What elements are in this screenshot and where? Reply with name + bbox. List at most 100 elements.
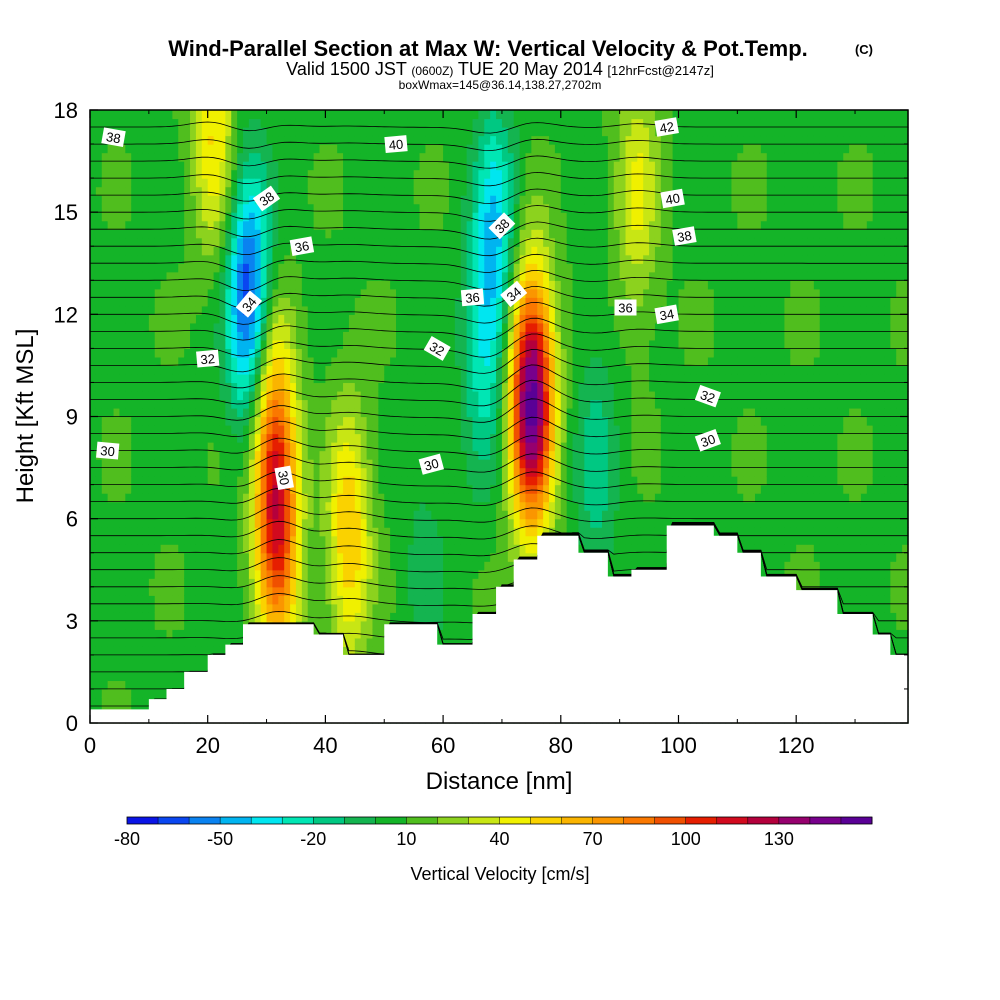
- velocity-cell: [295, 493, 303, 503]
- velocity-cell: [301, 416, 309, 426]
- velocity-cell: [343, 518, 350, 528]
- velocity-cell: [390, 331, 397, 341]
- velocity-cell: [166, 569, 173, 579]
- velocity-cell: [190, 339, 197, 349]
- velocity-cell: [331, 399, 338, 409]
- velocity-cell: [107, 586, 115, 596]
- velocity-cell: [131, 527, 138, 537]
- velocity-cell: [166, 663, 173, 673]
- velocity-cell: [278, 280, 285, 290]
- velocity-cell: [137, 118, 144, 128]
- velocity-cell: [225, 212, 232, 222]
- velocity-cell: [131, 603, 138, 613]
- velocity-cell: [348, 212, 356, 222]
- velocity-cell: [490, 578, 497, 588]
- velocity-cell: [413, 569, 421, 579]
- velocity-cell: [178, 390, 185, 401]
- velocity-cell: [343, 195, 350, 205]
- velocity-cell: [266, 535, 274, 545]
- velocity-cell: [166, 237, 173, 247]
- velocity-cell: [360, 297, 368, 307]
- velocity-cell: [295, 382, 303, 392]
- velocity-cell: [307, 118, 315, 128]
- velocity-cell: [307, 484, 315, 494]
- velocity-cell: [484, 195, 491, 205]
- velocity-cell: [213, 595, 221, 605]
- velocity-cell: [295, 425, 303, 435]
- velocity-cell: [142, 144, 150, 154]
- velocity-cell: [225, 501, 232, 511]
- velocity-cell: [407, 535, 415, 545]
- velocity-cell: [95, 671, 103, 682]
- velocity-cell: [160, 433, 168, 443]
- velocity-cell: [343, 339, 350, 349]
- velocity-cell: [307, 178, 315, 188]
- velocity-cell: [360, 212, 368, 222]
- velocity-cell: [337, 263, 344, 273]
- velocity-cell: [225, 382, 232, 392]
- velocity-cell: [219, 501, 226, 511]
- velocity-cell: [107, 680, 115, 690]
- velocity-cell: [254, 271, 262, 281]
- velocity-cell: [166, 144, 173, 154]
- velocity-cell: [490, 297, 497, 307]
- velocity-cell: [195, 271, 203, 281]
- velocity-cell: [396, 246, 403, 256]
- velocity-cell: [260, 271, 268, 281]
- velocity-cell: [207, 612, 215, 622]
- velocity-cell: [125, 552, 132, 562]
- velocity-cell: [396, 569, 403, 579]
- velocity-cell: [325, 527, 332, 537]
- velocity-cell: [172, 442, 179, 452]
- velocity-cell: [266, 178, 274, 188]
- velocity-cell: [225, 203, 232, 213]
- velocity-cell: [90, 595, 97, 605]
- velocity-cell: [448, 314, 456, 324]
- velocity-cell: [443, 263, 450, 273]
- velocity-cell: [95, 161, 103, 171]
- velocity-cell: [184, 382, 191, 392]
- velocity-cell: [337, 331, 344, 341]
- velocity-cell: [137, 680, 144, 690]
- velocity-cell: [172, 135, 179, 145]
- velocity-cell: [231, 178, 238, 188]
- velocity-cell: [407, 305, 415, 315]
- velocity-cell: [431, 356, 438, 367]
- velocity-cell: [401, 305, 409, 315]
- velocity-cell: [190, 169, 197, 179]
- velocity-cell: [213, 433, 221, 443]
- velocity-cell: [207, 569, 215, 579]
- velocity-cell: [337, 467, 344, 477]
- velocity-cell: [319, 373, 326, 384]
- velocity-cell: [295, 595, 303, 605]
- velocity-cell: [213, 178, 221, 188]
- velocity-cell: [148, 620, 156, 630]
- velocity-cell: [425, 280, 432, 290]
- velocity-cell: [360, 629, 368, 639]
- velocity-cell: [95, 220, 103, 230]
- velocity-cell: [278, 527, 285, 537]
- velocity-cell: [137, 484, 144, 494]
- velocity-cell: [419, 373, 427, 384]
- velocity-cell: [448, 322, 456, 332]
- velocity-cell: [443, 637, 450, 647]
- velocity-cell: [107, 297, 115, 307]
- velocity-cell: [90, 127, 97, 137]
- velocity-cell: [295, 544, 303, 554]
- velocity-cell: [243, 561, 250, 571]
- velocity-cell: [295, 348, 303, 358]
- velocity-cell: [125, 561, 132, 571]
- velocity-cell: [119, 578, 126, 588]
- velocity-cell: [378, 425, 385, 435]
- velocity-cell: [101, 390, 109, 401]
- velocity-cell: [337, 254, 344, 264]
- velocity-cell: [437, 450, 444, 460]
- velocity-cell: [142, 569, 150, 579]
- velocity-cell: [278, 212, 285, 222]
- velocity-cell: [219, 203, 226, 213]
- velocity-cell: [337, 186, 344, 196]
- velocity-cell: [407, 407, 415, 418]
- velocity-cell: [160, 569, 168, 579]
- velocity-cell: [301, 365, 309, 375]
- velocity-cell: [366, 569, 374, 579]
